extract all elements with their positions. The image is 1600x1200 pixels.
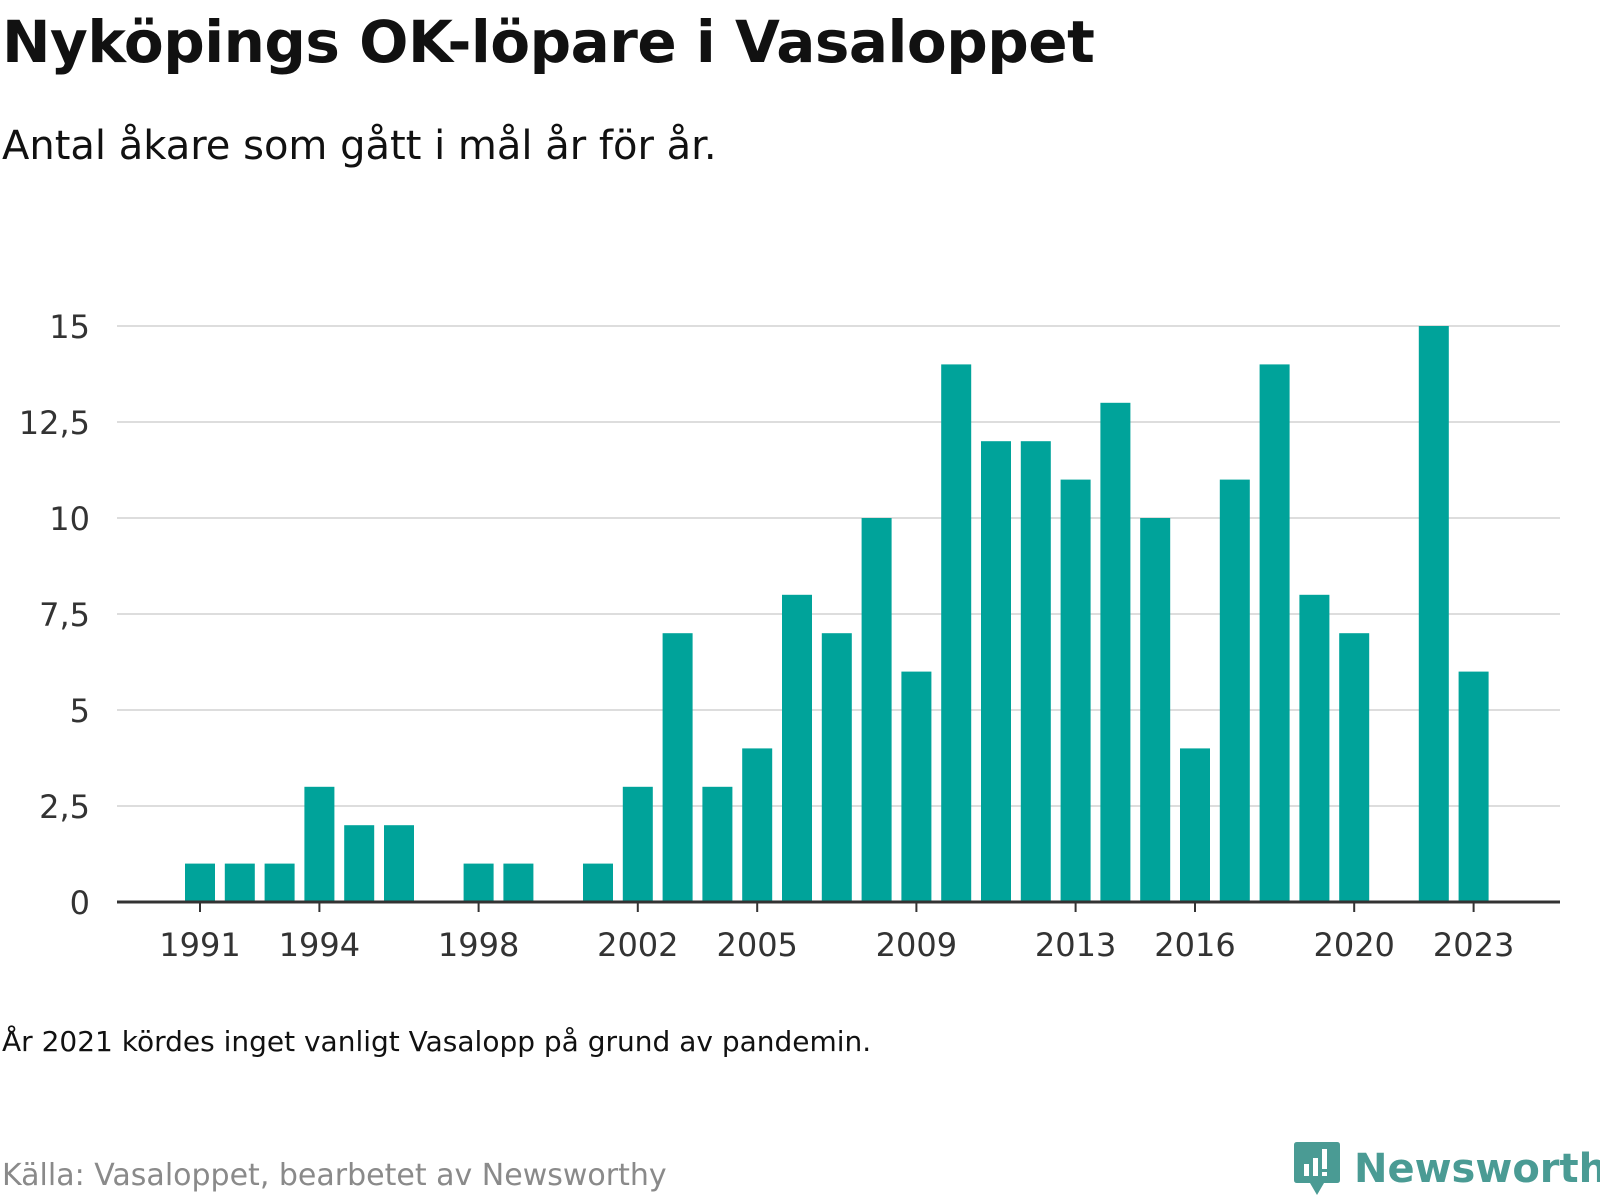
bar-2022: [1418, 326, 1449, 902]
x-tick-label: 1991: [159, 926, 240, 964]
bar-2016: [1180, 748, 1210, 902]
chart-subtitle: Antal åkare som gått i mål år för år.: [2, 123, 717, 169]
y-tick-label: 10: [49, 500, 90, 538]
bar-2019: [1299, 594, 1330, 902]
bar-2006: [782, 594, 812, 902]
bar-2010: [941, 364, 972, 902]
bar-2014: [1100, 402, 1131, 902]
bar-2013: [1060, 479, 1091, 902]
bar-2001: [583, 863, 613, 902]
x-tick-label: 2013: [1035, 926, 1116, 964]
y-tick-label: 7,5: [39, 596, 90, 634]
x-tick-label: 2002: [597, 926, 678, 964]
x-tick-label: 2023: [1433, 926, 1514, 964]
newsworthy-logo-icon: [1294, 1142, 1340, 1195]
x-tick-label: 2005: [716, 926, 797, 964]
y-tick-label: 5: [70, 692, 90, 730]
bar-2009: [901, 671, 932, 902]
brand-name: Newsworthy: [1354, 1146, 1600, 1192]
x-tick-label: 2016: [1154, 926, 1235, 964]
x-tick-label: 1994: [279, 926, 360, 964]
bar-1993: [264, 863, 295, 902]
bar-2020: [1339, 633, 1370, 902]
bar-1995: [344, 825, 375, 902]
bar-2015: [1140, 518, 1171, 902]
bar-1998: [463, 863, 494, 902]
y-tick-label: 0: [70, 884, 90, 922]
y-tick-label: 2,5: [39, 788, 90, 826]
bar-2007: [821, 633, 852, 902]
bar-1992: [224, 863, 255, 902]
bar-2018: [1259, 364, 1290, 902]
brand-logo: Newsworthy: [1292, 1140, 1600, 1198]
bar-2011: [981, 441, 1011, 902]
bar-1999: [503, 863, 534, 902]
source-text: Källa: Vasaloppet, bearbetet av Newswort…: [2, 1158, 667, 1193]
x-tick-label: 2020: [1313, 926, 1394, 964]
bar-2008: [861, 518, 892, 902]
bar-1994: [304, 786, 335, 902]
bar-2002: [622, 786, 653, 902]
bar-2005: [742, 748, 773, 902]
bar-2012: [1020, 441, 1051, 902]
chart-title: Nyköpings OK-löpare i Vasaloppet: [2, 8, 1095, 76]
bar-2003: [662, 633, 693, 902]
bar-2023: [1458, 671, 1489, 902]
bar-2017: [1219, 479, 1250, 902]
bar-1991: [185, 863, 215, 902]
chart-note: År 2021 kördes inget vanligt Vasalopp på…: [2, 1025, 872, 1058]
bar-chart: 0 2,5 5 7,5 10 12,5 15 1991 1994 1998 2002 2005 2009…: [19, 308, 1560, 964]
bar-1996: [384, 825, 414, 902]
x-tick-label: 2009: [876, 926, 957, 964]
x-tick-label: 1998: [438, 926, 519, 964]
bar-2004: [702, 786, 733, 902]
y-tick-label: 15: [49, 308, 90, 346]
y-tick-label: 12,5: [19, 404, 90, 442]
